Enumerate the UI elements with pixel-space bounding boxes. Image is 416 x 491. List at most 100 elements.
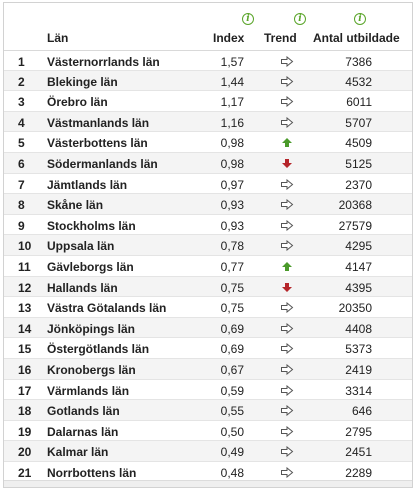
table-row: 18 Gotlands län 0,55 646	[4, 400, 412, 421]
rank-cell: 2	[18, 74, 25, 89]
rank-cell: 6	[18, 156, 25, 171]
trend-neutral-icon	[280, 240, 294, 252]
county-name-cell: Kronobergs län	[47, 362, 136, 377]
column-header-index[interactable]: Index	[213, 31, 245, 45]
trend-neutral-icon	[280, 116, 294, 128]
table-row: 17 Värmlands län 0,59 3314	[4, 380, 412, 401]
rank-cell: 5	[18, 136, 25, 151]
trend-neutral-icon	[280, 96, 294, 108]
county-name-cell: Blekinge län	[47, 74, 118, 89]
index-cell: 1,57	[220, 55, 244, 69]
county-name-cell: Västmanlands län	[47, 115, 150, 130]
antal-cell: 4509	[345, 136, 372, 151]
antal-info-icon[interactable]: i	[354, 13, 366, 25]
antal-cell: 4408	[345, 321, 372, 336]
table-row: 10 Uppsala län 0,78 4295	[4, 235, 412, 256]
antal-cell: 20368	[338, 198, 372, 213]
rank-cell: 3	[18, 95, 25, 110]
table-row: 1 Västernorrlands län 1,57 7386	[4, 50, 412, 71]
antal-cell: 5707	[345, 115, 372, 130]
antal-cell: 2795	[345, 424, 372, 439]
county-name-cell: Gävleborgs län	[47, 259, 134, 274]
rank-cell: 7	[18, 177, 25, 192]
trend-up-icon	[280, 261, 294, 272]
county-name-cell: Dalarnas län	[47, 424, 119, 439]
index-cell: 0,97	[220, 177, 244, 192]
index-cell: 1,44	[220, 74, 244, 89]
county-name-cell: Örebro län	[47, 95, 108, 110]
index-cell: 0,49	[220, 445, 244, 460]
table-row: 9 Stockholms län 0,93 27579	[4, 215, 412, 236]
table-body: 1 Västernorrlands län 1,57 7386 2 Blekinge lä…	[4, 50, 412, 483]
antal-cell: 2419	[345, 362, 372, 377]
trend-down-icon	[280, 282, 294, 293]
trend-neutral-icon	[280, 405, 294, 417]
county-name-cell: Västernorrlands län	[47, 55, 160, 69]
county-name-cell: Hallands län	[47, 280, 118, 295]
antal-cell: 20350	[338, 301, 372, 316]
rank-cell: 10	[18, 239, 32, 254]
antal-cell: 4395	[345, 280, 372, 295]
table-footer	[4, 480, 412, 487]
rank-cell: 11	[18, 259, 31, 274]
table-row: 16 Kronobergs län 0,67 2419	[4, 358, 412, 380]
trend-down-icon	[280, 158, 294, 169]
index-cell: 0,98	[220, 136, 244, 151]
trend-neutral-icon	[280, 446, 294, 458]
index-cell: 0,93	[220, 198, 244, 213]
trend-neutral-icon	[280, 219, 294, 231]
index-cell: 0,50	[220, 424, 244, 439]
index-cell: 0,93	[220, 218, 244, 233]
trend-neutral-icon	[280, 199, 294, 211]
table-row: 13 Västra Götalands län 0,75 20350	[4, 297, 412, 318]
trend-neutral-icon	[280, 302, 294, 314]
county-name-cell: Västra Götalands län	[47, 301, 167, 316]
trend-info-icon[interactable]: i	[294, 13, 306, 25]
rank-cell: 4	[18, 115, 25, 130]
table-header: i i i Län Index Trend Antal utbildade	[4, 3, 412, 50]
county-name-cell: Södermanlands län	[47, 156, 158, 171]
trend-neutral-icon	[280, 425, 294, 437]
table-row: 14 Jönköpings län 0,69 4408	[4, 317, 412, 339]
antal-cell: 2289	[345, 465, 372, 480]
rank-cell: 21	[18, 465, 32, 480]
rank-cell: 8	[18, 198, 25, 213]
index-cell: 0,48	[220, 465, 244, 480]
table-row: 2 Blekinge län 1,44 4532	[4, 70, 412, 92]
index-cell: 0,77	[220, 259, 244, 274]
index-cell: 0,98	[220, 156, 244, 171]
rank-cell: 14	[18, 321, 32, 336]
table-row: 5 Västerbottens län 0,98 4509	[4, 132, 412, 153]
antal-cell: 4295	[345, 239, 372, 254]
trend-neutral-icon	[280, 384, 294, 396]
antal-cell: 4147	[345, 259, 372, 274]
column-header-trend[interactable]: Trend	[264, 31, 297, 45]
trend-neutral-icon	[280, 466, 294, 478]
table-row: 6 Södermanlands län 0,98 5125	[4, 152, 412, 174]
index-cell: 0,55	[220, 404, 244, 419]
trend-neutral-icon	[280, 55, 294, 68]
antal-cell: 27579	[338, 218, 372, 233]
table-row: 15 Östergötlands län 0,69 5373	[4, 338, 412, 359]
trend-neutral-icon	[280, 178, 294, 190]
trend-neutral-icon	[280, 343, 294, 355]
index-info-icon[interactable]: i	[242, 13, 254, 25]
table-row: 11 Gävleborgs län 0,77 4147	[4, 256, 412, 277]
rank-cell: 17	[18, 383, 32, 398]
county-name-cell: Norrbottens län	[47, 465, 137, 480]
rank-cell: 20	[18, 445, 32, 460]
antal-cell: 7386	[345, 55, 372, 69]
rank-cell: 19	[18, 424, 32, 439]
column-header-lan[interactable]: Län	[47, 31, 69, 45]
rank-cell: 9	[18, 218, 25, 233]
table-row: 7 Jämtlands län 0,97 2370	[4, 174, 412, 195]
antal-cell: 4532	[345, 74, 372, 89]
antal-cell: 2451	[345, 445, 372, 460]
column-header-antal[interactable]: Antal utbildade	[313, 31, 400, 45]
index-cell: 1,17	[220, 95, 244, 110]
rank-cell: 13	[18, 301, 32, 316]
county-name-cell: Stockholms län	[47, 218, 136, 233]
county-name-cell: Gotlands län	[47, 404, 120, 419]
trend-neutral-icon	[280, 363, 294, 375]
antal-cell: 5373	[345, 342, 372, 357]
